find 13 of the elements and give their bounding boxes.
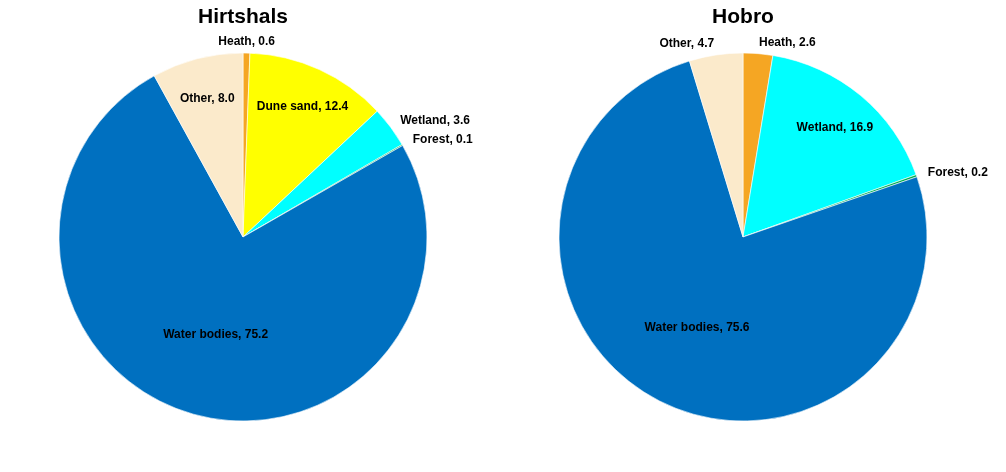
slice-label: Dune sand, 12.4 <box>256 99 349 114</box>
slice-label: Wetland, 3.6 <box>400 112 471 127</box>
slice-label: Water bodies, 75.2 <box>163 327 269 342</box>
slice-label: Other, 8.0 <box>179 91 235 105</box>
slice-label: Wetland, 16.9 <box>796 119 874 134</box>
slice-label: Water bodies, 75.6 <box>644 320 750 335</box>
slice-label: Heath, 0.6 <box>218 34 276 49</box>
slice-label: Heath, 2.6 <box>758 34 817 49</box>
slice-label: Other, 4.7 <box>659 36 715 51</box>
slice-label: Forest, 0.1 <box>412 132 474 146</box>
chart-title: Hobro <box>712 4 774 27</box>
slice-label: Forest, 0.2 <box>927 164 989 179</box>
chart-title: Hirtshals <box>198 4 288 27</box>
